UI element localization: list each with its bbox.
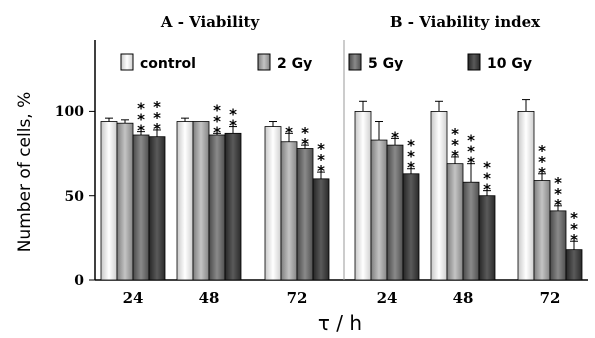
sig-star-p0-c24-s3-0: *	[153, 98, 161, 116]
sig-star-p1-c24-s3-2: *	[407, 159, 415, 177]
x-tick-labels: 24 48 72 24 48 72	[123, 289, 561, 307]
sig-star-p1-c24-s3-0: *	[407, 137, 415, 155]
bar-p0-c72-s0	[264, 126, 282, 281]
bar-p0-c72-s2	[296, 148, 314, 281]
bar-p0-c48-s0	[176, 121, 194, 281]
bar-p1-c24-s3	[402, 173, 420, 281]
plot-frame	[94, 40, 588, 281]
legend-label-control: control	[140, 56, 196, 72]
bar-p0-c24-s3	[148, 136, 166, 281]
bar-p0-c24-s1	[116, 122, 134, 281]
bars	[100, 111, 583, 281]
sig-star-p0-c72-s2-0: *	[301, 124, 309, 142]
legend-label-2gy: 2 Gy	[277, 56, 312, 72]
sig-star-p0-c48-s2-0: *	[213, 101, 221, 119]
bar-p0-c24-s2	[132, 134, 150, 281]
x-tick-label-p0-72: 72	[287, 289, 308, 307]
bar-p1-c48-s1	[446, 163, 464, 281]
legend-swatch-5gy	[348, 53, 362, 71]
legend-label-10gy: 10 Gy	[487, 56, 532, 72]
legend-swatch-10gy	[467, 53, 481, 71]
y-axis-label: Number of cells, %	[15, 92, 35, 253]
sig-star-p1-c72-s1-2: *	[538, 164, 546, 182]
sig-star-p1-c72-s3-2: *	[570, 231, 578, 249]
sig-star-p0-c24-s2-0: *	[137, 100, 145, 118]
sig-star-p0-c48-s2-1: *	[213, 112, 221, 130]
panel-b-title: B - Viability index	[390, 13, 541, 31]
sig-star-p1-c72-s2-0: *	[554, 174, 562, 192]
significance-marks: *********** * ** **** ********* ************	[137, 98, 578, 249]
legend-swatch-2gy	[257, 53, 271, 71]
bar-p1-c24-s2	[386, 144, 404, 281]
bar-p1-c72-s3	[565, 249, 583, 281]
sig-star-p0-c24-s2-1: *	[137, 111, 145, 129]
legend-swatch-control	[120, 53, 134, 71]
bar-p0-c48-s3	[224, 132, 242, 281]
x-tick-label-p0-48: 48	[199, 289, 220, 307]
sig-star-p1-c72-s3-1: *	[570, 220, 578, 238]
sig-star-p1-c72-s2-2: *	[554, 196, 562, 214]
sig-star-p1-c72-s1-0: *	[538, 142, 546, 160]
sig-star-p0-c24-s3-2: *	[153, 120, 161, 138]
sig-star-p1-c48-s2-1: *	[467, 143, 475, 161]
x-tick-label-p1-72: 72	[540, 289, 561, 307]
y-tick-label-100: 100	[55, 104, 84, 120]
sig-star-p1-c24-s2-0: *	[391, 128, 399, 146]
sig-star-p1-c72-s2-1: *	[554, 185, 562, 203]
legend-label-5gy: 5 Gy	[368, 56, 403, 72]
y-ticks: 0 50 100	[55, 104, 95, 289]
legend: control 2 Gy 5 Gy 10 Gy	[120, 53, 532, 72]
sig-star-p0-c72-s3-1: *	[317, 151, 325, 169]
sig-star-p1-c48-s1-0: *	[451, 125, 459, 143]
sig-star-p0-c72-s1-0: *	[285, 123, 293, 141]
sig-star-p1-c24-s3-1: *	[407, 148, 415, 166]
sig-star-p0-c72-s3-0: *	[317, 140, 325, 158]
bar-p1-c72-s1	[533, 180, 551, 281]
bar-p1-c24-s0	[354, 111, 372, 281]
bar-p1-c48-s2	[462, 181, 480, 281]
bar-p1-c72-s0	[517, 111, 535, 281]
bar-p1-c48-s0	[430, 111, 448, 281]
bar-p1-c24-s1	[370, 139, 388, 281]
panel-a-title: A - Viability	[160, 13, 261, 31]
bar-p1-c48-s3	[478, 195, 496, 281]
bar-p0-c48-s1	[192, 121, 210, 281]
x-tick-label-p0-24: 24	[123, 289, 144, 307]
sig-star-p0-c72-s3-2: *	[317, 162, 325, 180]
sig-star-p0-c48-s3-1: *	[229, 117, 237, 135]
sig-star-p0-c72-s2-1: *	[301, 135, 309, 153]
bar-p0-c72-s3	[312, 178, 330, 281]
sig-star-p1-c72-s1-1: *	[538, 153, 546, 171]
sig-star-p0-c48-s2-2: *	[213, 123, 221, 141]
x-tick-label-p1-24: 24	[377, 289, 398, 307]
sig-star-p1-c48-s2-0: *	[467, 132, 475, 150]
sig-star-p0-c24-s3-1: *	[153, 109, 161, 127]
sig-star-p1-c48-s3-2: *	[483, 181, 491, 199]
bar-p0-c72-s1	[280, 141, 298, 281]
x-axis-label: τ / h	[318, 311, 362, 335]
sig-star-p1-c48-s1-1: *	[451, 136, 459, 154]
sig-star-p1-c72-s3-0: *	[570, 209, 578, 227]
error-bars	[105, 99, 578, 250]
sig-star-p1-c48-s3-1: *	[483, 170, 491, 188]
bar-p0-c48-s2	[208, 134, 226, 281]
bar-p1-c72-s2	[549, 210, 567, 281]
sig-star-p1-c48-s1-2: *	[451, 147, 459, 165]
y-tick-label-0: 0	[74, 273, 84, 289]
bar-p0-c24-s0	[100, 121, 118, 281]
x-tick-label-p1-48: 48	[453, 289, 474, 307]
sig-star-p0-c48-s3-0: *	[229, 106, 237, 124]
y-tick-label-50: 50	[65, 189, 85, 205]
sig-star-p0-c24-s2-2: *	[137, 122, 145, 140]
sig-star-p1-c48-s2-2: *	[467, 154, 475, 172]
sig-star-p1-c48-s3-0: *	[483, 159, 491, 177]
